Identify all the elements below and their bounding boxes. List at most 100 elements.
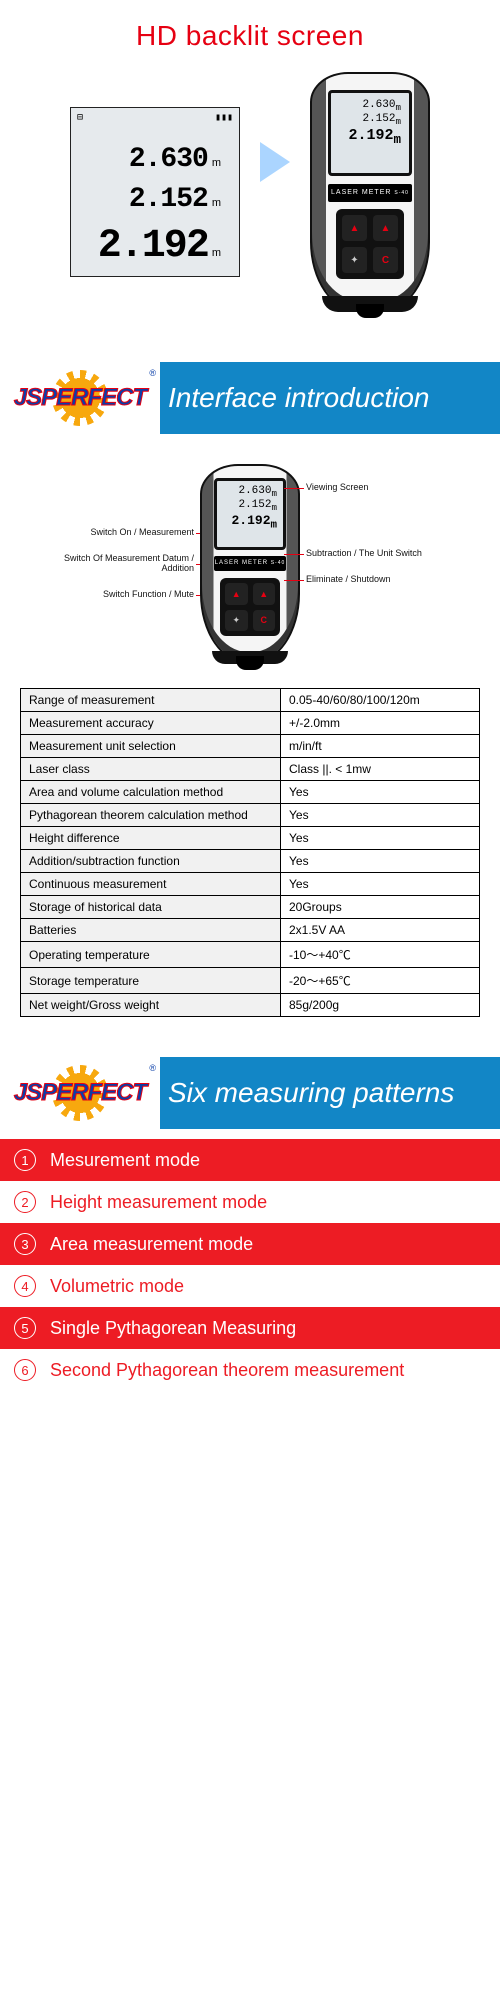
lcd-line2: 2.152 — [129, 184, 208, 215]
callout-eliminate: Eliminate / Shutdown — [306, 575, 456, 585]
device-illustration: 2.630m 2.152m 2.192m LASER METER S-40 ▲ … — [310, 72, 430, 312]
mode-row: 3 Area measurement mode — [0, 1223, 500, 1265]
spec-row: Area and volume calculation methodYes — [21, 781, 480, 804]
spec-key: Addition/subtraction function — [21, 850, 281, 873]
mode-label: Second Pythagorean theorem measurement — [50, 1360, 404, 1381]
btn-clear-icon: C — [253, 610, 276, 632]
spec-key: Continuous measurement — [21, 873, 281, 896]
spec-value: Yes — [281, 850, 480, 873]
spec-value: Yes — [281, 873, 480, 896]
hd-screen-title: HD backlit screen — [0, 20, 500, 52]
callout-datum: Switch Of Measurement Datum / Addition — [44, 554, 194, 574]
device-label-strip-2: LASER METER S-40 — [214, 556, 286, 571]
btn-measure-icon: ▲ — [253, 583, 276, 605]
callout-viewing-screen: Viewing Screen — [306, 483, 456, 493]
device-screen-2: 2.630m 2.152m 2.192m — [214, 478, 286, 550]
spec-value: -20～+65℃ — [281, 968, 480, 994]
spec-row: Net weight/Gross weight85g/200g — [21, 994, 480, 1017]
spec-key: Measurement accuracy — [21, 712, 281, 735]
device-buttons: ▲ ▲ ✦ C — [336, 209, 404, 279]
spec-row: Addition/subtraction functionYes — [21, 850, 480, 873]
spec-value: Class ||. < 1mw — [281, 758, 480, 781]
spec-key: Storage temperature — [21, 968, 281, 994]
spec-key: Range of measurement — [21, 689, 281, 712]
callouts-left: Switch On / Measurement Switch Of Measur… — [44, 528, 194, 600]
device-notch — [356, 304, 384, 318]
banner-six-patterns: JSPERFECT ® Six measuring patterns — [0, 1057, 500, 1129]
spec-table: Range of measurement0.05-40/60/80/100/12… — [20, 688, 480, 1017]
spec-value: Yes — [281, 827, 480, 850]
spec-row: Pythagorean theorem calculation methodYe… — [21, 804, 480, 827]
spec-key: Pythagorean theorem calculation method — [21, 804, 281, 827]
btn-clear-icon: C — [373, 247, 398, 273]
spec-row: Operating temperature-10～+40℃ — [21, 942, 480, 968]
spec-key: Storage of historical data — [21, 896, 281, 919]
spec-value: 85g/200g — [281, 994, 480, 1017]
spec-row: Storage of historical data20Groups — [21, 896, 480, 919]
btn-func-icon: ✦ — [342, 247, 367, 273]
lcd-line3: 2.192 — [98, 224, 208, 269]
mode-row: 5 Single Pythagorean Measuring — [0, 1307, 500, 1349]
banner-interface-intro: JSPERFECT ® Interface introduction — [0, 362, 500, 434]
lcd-closeup: ⊟ ▮▮▮ 2.630m 2.152m 2.192m — [70, 107, 240, 277]
spec-row: Storage temperature-20～+65℃ — [21, 968, 480, 994]
spec-value: 0.05-40/60/80/100/120m — [281, 689, 480, 712]
mode-number-icon: 2 — [14, 1191, 36, 1213]
registered-icon: ® — [149, 368, 156, 378]
btn-func-icon: ✦ — [225, 610, 248, 632]
mode-label: Area measurement mode — [50, 1234, 253, 1255]
mode-row: 1 Mesurement mode — [0, 1139, 500, 1181]
spec-row: Measurement unit selectionm/in/ft — [21, 735, 480, 758]
device-label-strip: LASER METER S-40 — [328, 184, 412, 202]
mode-number-icon: 6 — [14, 1359, 36, 1381]
lcd-line1: 2.630 — [129, 144, 208, 175]
battery-icon: ▮▮▮ — [215, 112, 233, 128]
mode-row: 4Volumetric mode — [0, 1265, 500, 1307]
callout-subtract: Subtraction / The Unit Switch — [306, 549, 456, 559]
btn-read-icon: ▲ — [225, 583, 248, 605]
brand-logo-2: JSPERFECT ® — [0, 1057, 160, 1129]
mode-label: Mesurement mode — [50, 1150, 200, 1171]
spec-key: Measurement unit selection — [21, 735, 281, 758]
spec-value: +/-2.0mm — [281, 712, 480, 735]
brand-name-2: JSPERFECT — [14, 1079, 146, 1107]
mode-row: 2 Height measurement mode — [0, 1181, 500, 1223]
mode-label: Single Pythagorean Measuring — [50, 1318, 296, 1339]
spec-row: Continuous measurementYes — [21, 873, 480, 896]
btn-measure-icon: ▲ — [373, 215, 398, 241]
light-beam-icon — [260, 142, 290, 182]
btn-read-icon: ▲ — [342, 215, 367, 241]
spec-value: 20Groups — [281, 896, 480, 919]
spec-key: Height difference — [21, 827, 281, 850]
mode-row: 6 Second Pythagorean theorem measurement — [0, 1349, 500, 1391]
callout-switch-on: Switch On / Measurement — [44, 528, 194, 538]
mode-label: Volumetric mode — [50, 1276, 184, 1297]
lcd-readouts: 2.630m 2.152m 2.192m — [98, 144, 221, 264]
device-illustration-labeled: 2.630m 2.152m 2.192m LASER METER S-40 ▲ … — [200, 464, 300, 664]
banner1-title: Interface introduction — [160, 382, 500, 414]
callouts-right: Viewing Screen Subtraction / The Unit Sw… — [306, 543, 456, 585]
mode-label: Height measurement mode — [50, 1192, 267, 1213]
brand-logo: JSPERFECT ® — [0, 362, 160, 434]
spec-value: 2x1.5V AA — [281, 919, 480, 942]
device-screen: 2.630m 2.152m 2.192m — [328, 90, 412, 176]
spec-key: Area and volume calculation method — [21, 781, 281, 804]
mode-number-icon: 1 — [14, 1149, 36, 1171]
hd-screen-row: ⊟ ▮▮▮ 2.630m 2.152m 2.192m 2.630m 2.152m… — [0, 72, 500, 312]
spec-key: Batteries — [21, 919, 281, 942]
mode-number-icon: 5 — [14, 1317, 36, 1339]
spec-key: Operating temperature — [21, 942, 281, 968]
spec-value: m/in/ft — [281, 735, 480, 758]
spec-value: Yes — [281, 781, 480, 804]
mode-number-icon: 3 — [14, 1233, 36, 1255]
registered-icon: ® — [149, 1063, 156, 1073]
spec-key: Laser class — [21, 758, 281, 781]
lcd-status-icons: ⊟ ▮▮▮ — [77, 112, 233, 128]
spec-key: Net weight/Gross weight — [21, 994, 281, 1017]
spec-row: Height differenceYes — [21, 827, 480, 850]
brand-name: JSPERFECT — [14, 384, 146, 412]
spec-value: -10～+40℃ — [281, 942, 480, 968]
section-interface-intro: Switch On / Measurement Switch Of Measur… — [0, 434, 500, 1047]
section-hd-screen: HD backlit screen ⊟ ▮▮▮ 2.630m 2.152m 2.… — [0, 0, 500, 352]
modes-list: 1 Mesurement mode 2 Height measurement mode… — [0, 1139, 500, 1391]
